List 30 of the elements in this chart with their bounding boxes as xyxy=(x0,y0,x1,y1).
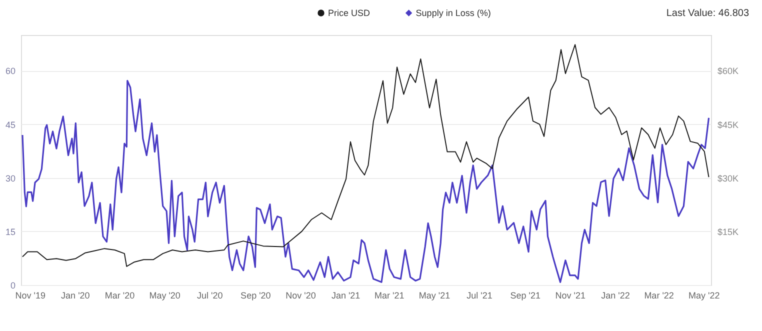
y-tick-label: 60 xyxy=(5,66,16,76)
x-tick-label: Nov '19 xyxy=(15,290,46,300)
y2-tick-label: $45K xyxy=(718,120,739,130)
x-tick-label: Jul '21 xyxy=(466,290,492,300)
x-tick-label: Jan '20 xyxy=(61,290,90,300)
line-series xyxy=(22,44,710,267)
x-tick-label: Jan '22 xyxy=(601,290,630,300)
y-tick-label: 30 xyxy=(5,173,16,184)
y-tick-label: 15 xyxy=(5,226,16,237)
text: Last Value: 46.803 xyxy=(666,8,750,19)
x-tick-label: May '20 xyxy=(149,290,180,300)
x-tick-label: Sep '20 xyxy=(240,290,271,300)
x-tick-label: Sep '21 xyxy=(510,290,540,300)
x-tick-label: May '21 xyxy=(418,290,450,300)
legend-label: Price USD xyxy=(328,8,371,18)
x-tick-label: Mar '20 xyxy=(104,290,135,300)
legend-label: Supply in Loss (%) xyxy=(416,8,491,18)
y2-tick-label: $15K xyxy=(718,226,739,237)
x-tick-label: May '22 xyxy=(688,290,720,300)
y-tick-label: 0 xyxy=(10,280,16,290)
x-tick-label: Mar '21 xyxy=(374,290,404,300)
y2-tick-label: $60K xyxy=(718,66,739,76)
x-tick-label: Nov '20 xyxy=(286,290,316,300)
x-tick-label: Jul '20 xyxy=(197,290,223,300)
line-series xyxy=(22,80,710,283)
x-tick-label: Nov '21 xyxy=(555,290,586,300)
y-tick-label: 45 xyxy=(5,120,16,130)
y2-tick-label: $30K xyxy=(718,173,739,184)
x-tick-label: Mar '22 xyxy=(644,290,674,300)
x-tick-label: Jan '21 xyxy=(331,290,360,300)
